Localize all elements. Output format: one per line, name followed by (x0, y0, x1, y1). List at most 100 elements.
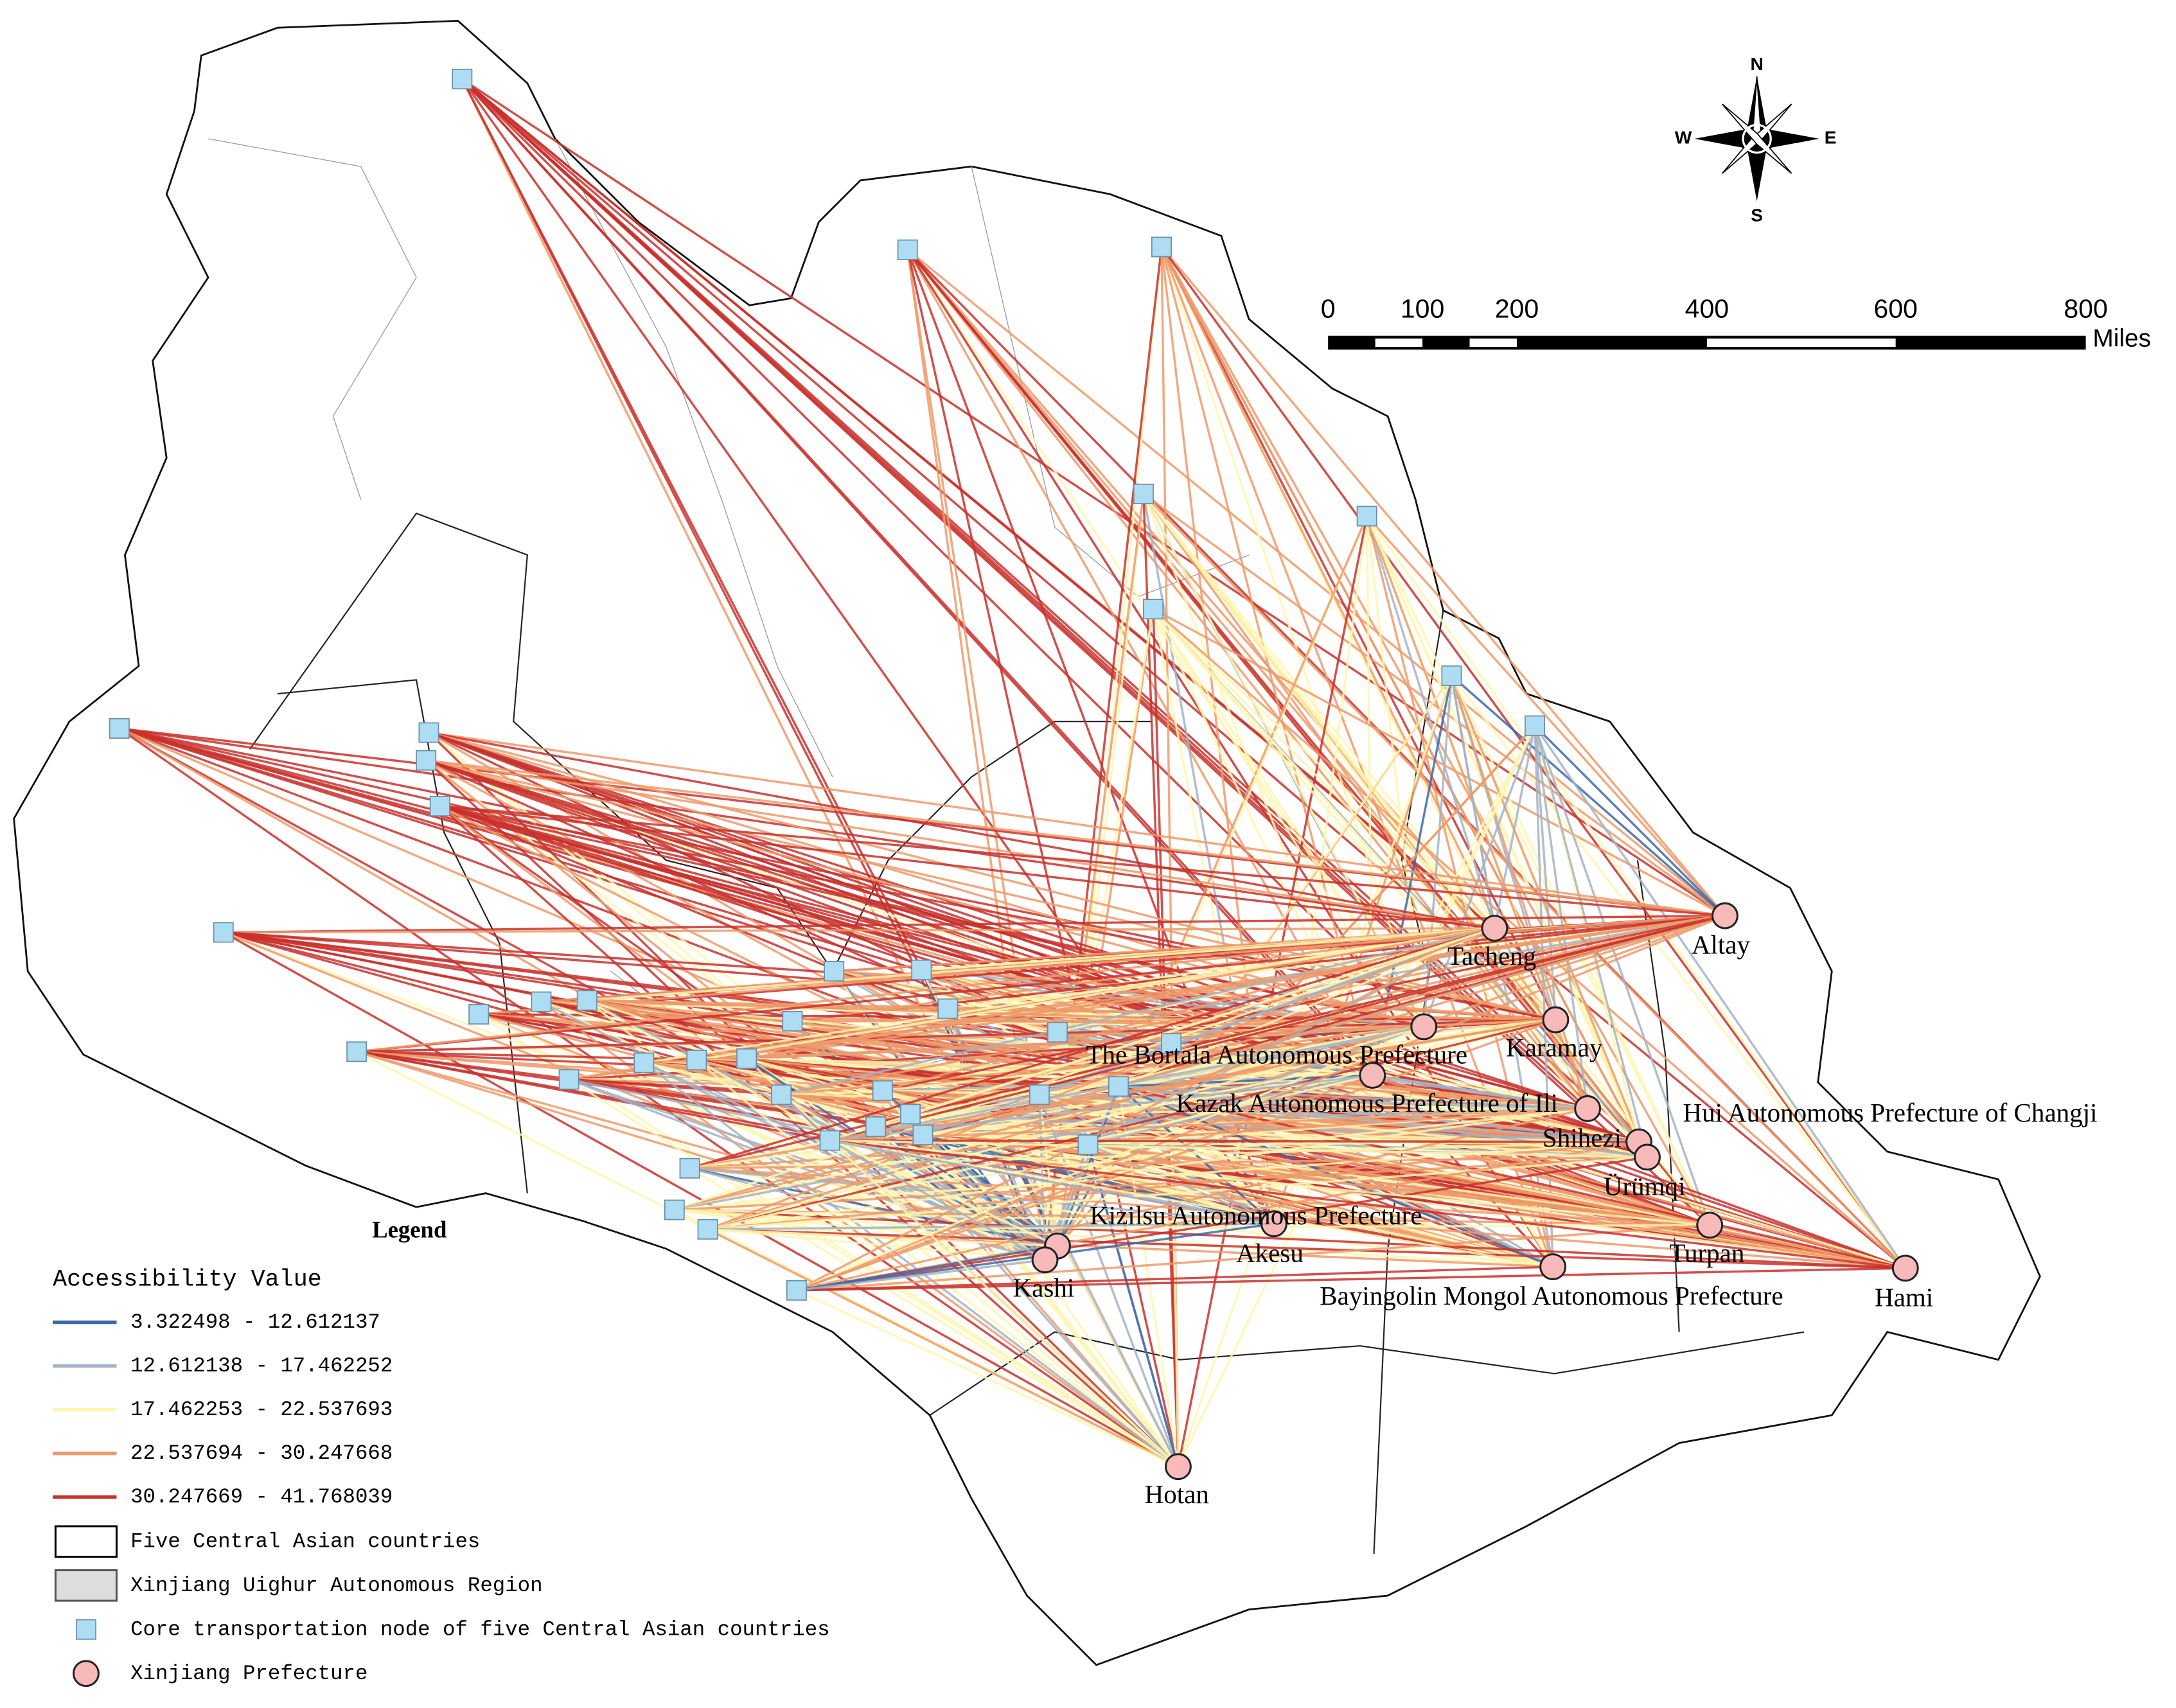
link (439, 805, 1495, 929)
link (829, 1139, 1640, 1143)
link (119, 727, 1648, 1159)
labels: Altay Tacheng The Bortala Autonomous Prefe… (1013, 930, 2098, 1509)
transport-node (782, 1010, 803, 1032)
prefecture (1359, 1062, 1386, 1089)
prefecture-label: Hotan (1145, 1479, 1209, 1509)
prefecture (1539, 1253, 1567, 1281)
link (1366, 515, 1726, 917)
transport-node (1077, 1134, 1099, 1156)
transport-node (1143, 599, 1164, 620)
link (1422, 725, 1536, 1028)
link (118, 727, 1179, 1468)
legend-label: 17.462253 - 22.537693 (130, 1398, 393, 1422)
transport-node (531, 991, 552, 1012)
prefecture-label: Turpan (1669, 1238, 1744, 1267)
link (674, 1208, 1906, 1269)
link (1534, 725, 1726, 917)
scale-label: 0 (1321, 294, 1336, 324)
link (882, 1018, 1556, 1092)
scale-bar: Miles 0 100 200 400 600 800 (1321, 294, 2151, 353)
legend-label: Five Central Asian countries (130, 1529, 480, 1553)
transport-node (679, 1158, 700, 1179)
link (689, 914, 1726, 1170)
prefecture-label: Tacheng (1447, 941, 1536, 971)
legend-title: Legend (372, 1217, 447, 1243)
link (796, 1289, 1179, 1468)
prefecture-label: Kizilsu Autonomous Prefecture (1090, 1201, 1422, 1230)
legend-swatch (54, 1569, 118, 1602)
link (707, 1228, 1045, 1262)
scale-unit: Miles (2092, 324, 2151, 352)
transport-node (872, 1080, 893, 1101)
link (461, 78, 1726, 917)
link (1366, 515, 1649, 1158)
link (707, 1228, 1906, 1269)
link (910, 1113, 1640, 1143)
link (587, 927, 1495, 1002)
prefecture (1481, 915, 1508, 942)
legend-swatch (54, 1525, 118, 1558)
link (674, 927, 1495, 1211)
scale-bar-seg (1469, 339, 1517, 348)
link (1534, 725, 1557, 1020)
transport-node (900, 1104, 921, 1125)
transport-node (664, 1199, 685, 1220)
link (707, 1156, 1648, 1231)
link (829, 1139, 1710, 1227)
link (1039, 927, 1495, 1096)
prefecture (1031, 1246, 1059, 1274)
legend-label: 30.247669 - 41.768039 (130, 1485, 393, 1509)
legend-label: Core transportation node of five Central… (130, 1617, 830, 1641)
transport-node (911, 959, 932, 980)
legend-label: Xinjiang Uighur Autonomous Region (130, 1574, 542, 1598)
border (208, 138, 417, 500)
link (1160, 246, 1649, 1158)
transport-node (1108, 1076, 1129, 1097)
link (1160, 247, 1374, 1076)
transport-node (1161, 1033, 1182, 1054)
scale-label: 600 (1873, 294, 1917, 324)
transport-node (1133, 483, 1154, 504)
prefecture (1164, 1453, 1192, 1481)
link (1039, 1093, 1906, 1269)
link (696, 1059, 1180, 1468)
link (674, 914, 1726, 1211)
transport-node (633, 1052, 655, 1073)
prefecture-label: Bayingolin Mongol Autonomous Prefecture (1320, 1281, 1783, 1310)
link (569, 1078, 1553, 1268)
link (796, 927, 1496, 1292)
transport-node (736, 1048, 757, 1070)
link (428, 731, 1640, 1143)
compass-s: S (1751, 205, 1763, 225)
legend-label: Xinjiang Prefecture (130, 1662, 367, 1686)
link (1493, 725, 1536, 929)
prefecture-label: The Bortala Autonomous Prefecture (1086, 1039, 1467, 1069)
link (707, 1222, 1274, 1231)
scale-bar-seg (1706, 339, 1896, 348)
link (425, 759, 1495, 929)
prefecture (1410, 1013, 1438, 1041)
link (796, 1025, 1424, 1292)
link (674, 1208, 1710, 1227)
transport-node (697, 1219, 718, 1240)
link (356, 927, 1495, 1053)
link (796, 1224, 1710, 1292)
prefecture (1696, 1211, 1724, 1239)
border (832, 721, 1152, 972)
link (356, 1050, 1046, 1261)
scale-label: 400 (1685, 294, 1729, 324)
transport-node (771, 1084, 792, 1105)
link (696, 927, 1495, 1061)
legend: Legend Accessibility Value 3.322498 - 12… (53, 1217, 830, 1687)
link (1088, 1143, 1906, 1269)
link (1451, 674, 1907, 1269)
legend-swatch (75, 1619, 96, 1640)
transport-node (1525, 715, 1546, 736)
link (674, 1156, 1648, 1211)
prefecture (1712, 902, 1738, 929)
link (875, 1107, 1588, 1128)
link (707, 1018, 1556, 1231)
transport-node (865, 1116, 886, 1137)
compass-e: E (1825, 127, 1837, 147)
